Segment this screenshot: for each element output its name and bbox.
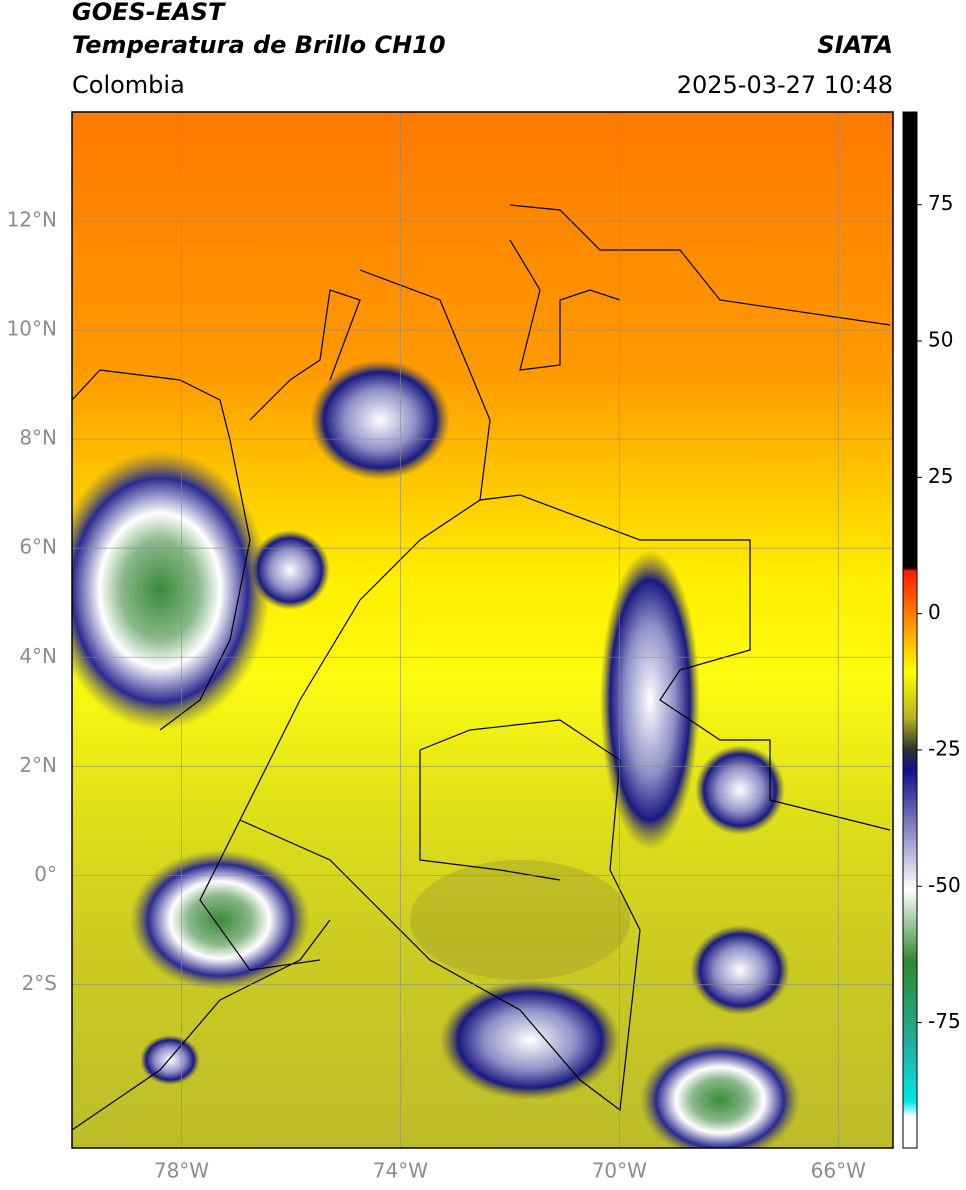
cloud — [250, 530, 330, 610]
satellite-image — [72, 112, 893, 1148]
political-borders — [72, 204, 891, 1131]
cloud — [72, 450, 270, 730]
x-tick-label: 74°W — [373, 1159, 428, 1183]
timestamp: 2025-03-27 10:48 — [677, 71, 893, 99]
map-frame — [71, 111, 894, 1149]
colorbar-tick-label: -25 — [928, 736, 961, 760]
y-tick-label: 2°S — [22, 971, 57, 995]
subtitle: Temperatura de Brillo CH10 — [72, 31, 446, 59]
y-tick-label: 10°N — [7, 317, 57, 341]
cloud — [440, 980, 620, 1100]
source: SIATA — [817, 31, 893, 59]
colorbar-tick-label: 0 — [928, 600, 941, 624]
x-tick-label: 70°W — [592, 1159, 647, 1183]
colorbar-tick-label: 50 — [928, 328, 953, 352]
colorbar-tick-label: 75 — [928, 191, 953, 215]
colorbar-tick-label: 25 — [928, 464, 953, 488]
cloud — [140, 1035, 200, 1085]
cloud — [690, 925, 790, 1015]
colorbar-tick-label: -75 — [928, 1009, 961, 1033]
title: GOES-EAST — [72, 0, 226, 26]
x-tick-label: 66°W — [811, 1159, 866, 1183]
cloud — [600, 550, 700, 850]
y-tick-label: 12°N — [7, 208, 57, 232]
region: Colombia — [72, 71, 185, 99]
cloud — [640, 1040, 800, 1148]
y-tick-label: 0° — [34, 862, 57, 886]
x-tick-label: 78°W — [154, 1159, 209, 1183]
cloud — [310, 360, 450, 480]
y-tick-label: 4°N — [19, 644, 57, 668]
graticule — [72, 112, 893, 1148]
y-tick-label: 2°N — [19, 753, 57, 777]
y-tick-label: 8°N — [19, 426, 57, 450]
colorbar-tick-label: -50 — [928, 873, 961, 897]
colorbar — [902, 111, 918, 1149]
cloud — [695, 745, 785, 835]
cloud — [130, 850, 310, 990]
y-tick-label: 6°N — [19, 535, 57, 559]
haze — [410, 860, 630, 980]
